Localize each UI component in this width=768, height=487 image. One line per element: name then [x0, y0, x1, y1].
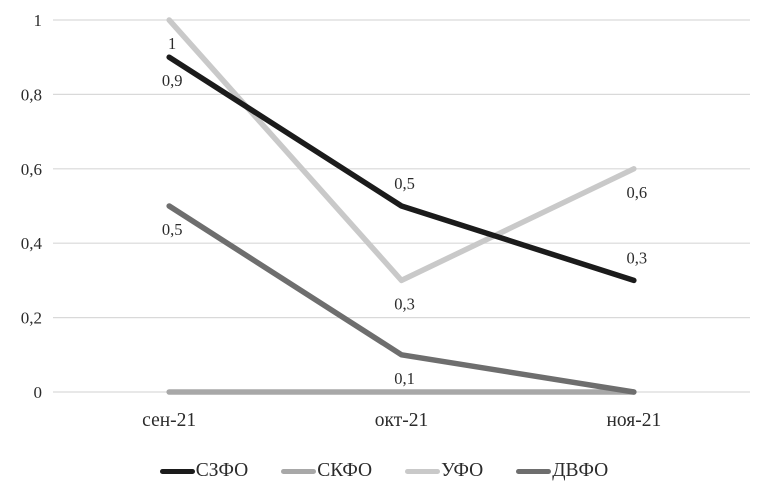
x-axis-tick-label: ноя-21 — [606, 410, 661, 431]
legend-item-dvfo: ДВФО — [516, 461, 608, 481]
y-axis-tick-label: 0,6 — [21, 160, 42, 179]
y-axis-tick-label: 0 — [34, 383, 43, 402]
data-label-dvfo: 0,1 — [394, 369, 415, 388]
chart-legend: СЗФО СКФО УФО ДВФО — [0, 458, 768, 484]
series-line-dvfo — [166, 203, 637, 395]
legend-label-dvfo: ДВФО — [552, 460, 609, 482]
data-label-szfo: 0,5 — [394, 174, 415, 193]
legend-label-szfo: СЗФО — [195, 460, 249, 482]
data-label-szfo: 0,9 — [162, 71, 183, 90]
legend-line-swatch-szfo — [159, 468, 195, 474]
y-axis-tick-label: 0,8 — [21, 85, 42, 104]
x-axis-tick-label: сен-21 — [142, 410, 196, 431]
data-label-ufo: 0,3 — [394, 294, 415, 313]
legend-item-szfo: СЗФО — [159, 460, 249, 482]
series-line-szfo — [166, 54, 637, 284]
data-label-szfo: 0,3 — [627, 248, 648, 267]
y-axis-tick-label: 0,4 — [21, 234, 43, 253]
data-label-ufo: 0,6 — [627, 183, 648, 202]
data-label-dvfo: 0,5 — [162, 220, 183, 239]
legend-line-swatch-dvfo — [516, 468, 552, 474]
legend-line-swatch-skfo — [281, 468, 317, 474]
y-axis-tick-label: 0,2 — [21, 309, 42, 328]
y-axis-tick-label: 1 — [34, 11, 43, 30]
legend-label-ufo: УФО — [441, 460, 484, 482]
legend-item-ufo: УФО — [405, 461, 483, 481]
data-label-ufo: 1 — [168, 34, 176, 53]
legend-item-skfo: СКФО — [281, 461, 372, 481]
x-axis-tick-label: окт-21 — [375, 410, 428, 431]
legend-line-swatch-ufo — [405, 468, 441, 474]
series-line-ufo — [166, 17, 637, 284]
legend-label-skfo: СКФО — [317, 460, 373, 482]
